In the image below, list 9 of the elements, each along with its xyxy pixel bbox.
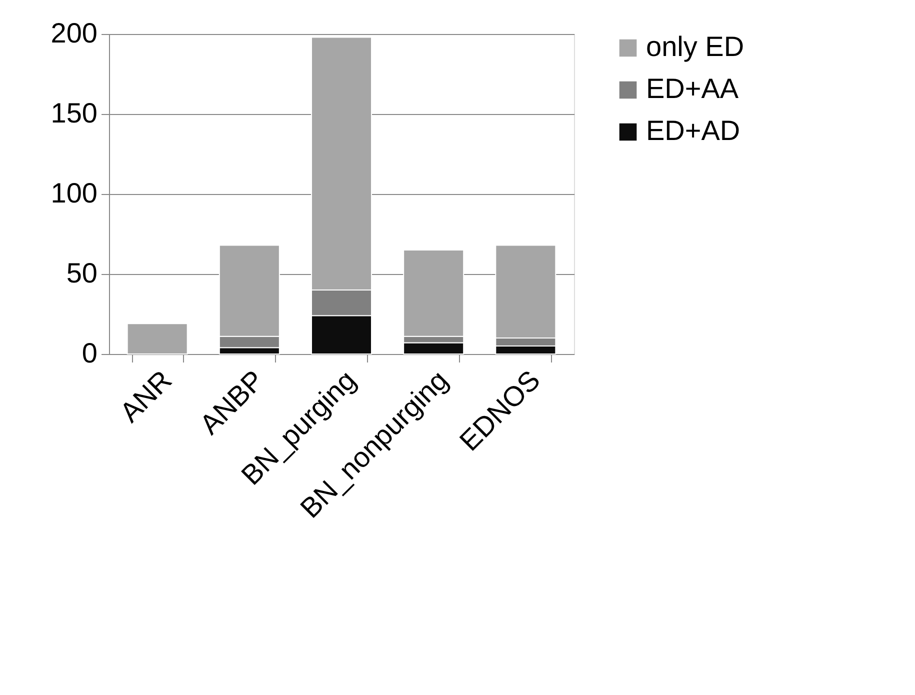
y-tick-label: 150 <box>50 98 98 128</box>
y-tick-label: 0 <box>82 338 98 368</box>
y-tick-label: 200 <box>50 18 98 48</box>
y-tick-label: 50 <box>66 258 98 288</box>
legend-label: ED+AA <box>646 73 739 104</box>
y-tick-label: 100 <box>50 178 98 208</box>
legend-label: only ED <box>646 31 744 62</box>
bar <box>126 323 188 354</box>
legend-label: ED+AD <box>646 115 740 146</box>
